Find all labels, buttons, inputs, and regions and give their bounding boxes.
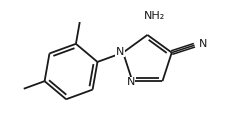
Text: NH₂: NH₂ [144, 11, 165, 21]
Text: N: N [199, 39, 207, 49]
Text: N: N [116, 47, 124, 57]
Text: N: N [127, 77, 135, 88]
